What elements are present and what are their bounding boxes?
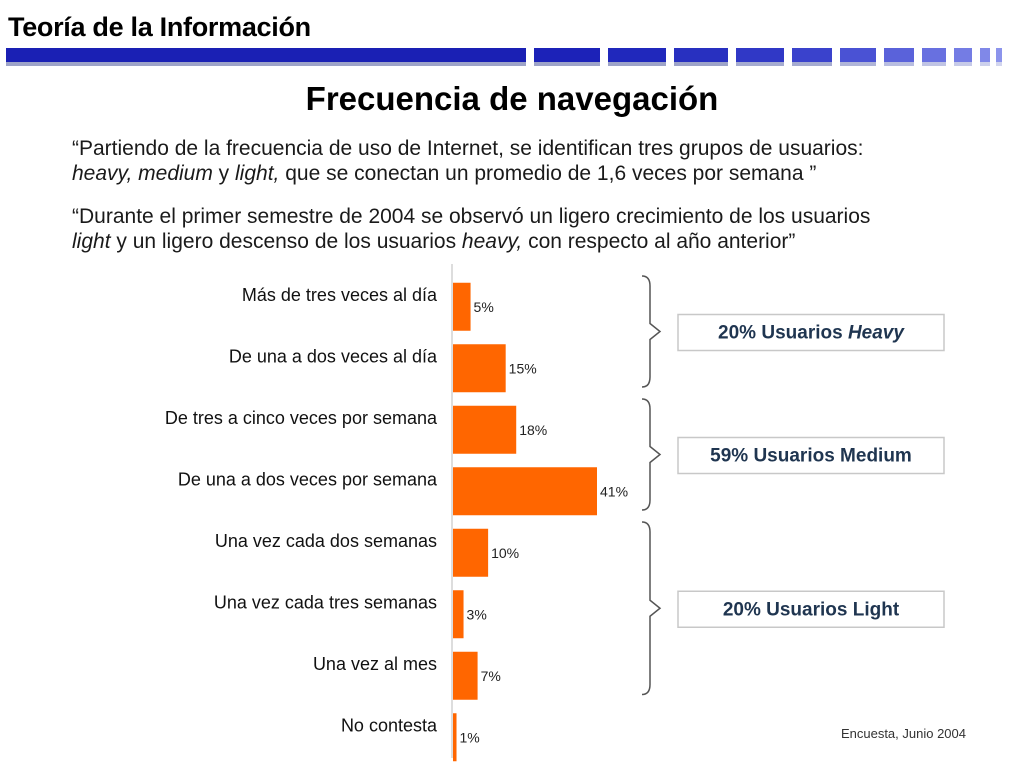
- category-label-4: De una a dos veces por semana: [178, 469, 438, 489]
- header-bar-seg: [608, 48, 666, 62]
- quote-paragraph-1: “Partiendo de la frecuencia de uso de In…: [72, 136, 972, 186]
- source-note: Encuesta, Junio 2004: [841, 726, 966, 741]
- group-bracket-1: [641, 275, 662, 388]
- value-label-8: 1%: [460, 729, 480, 745]
- header-bar-seg: [674, 48, 728, 62]
- category-label-7: Una vez al mes: [313, 654, 437, 674]
- category-label-5: Una vez cada dos semanas: [215, 531, 437, 551]
- value-label-4: 41%: [600, 483, 628, 499]
- quote-2-line-2: light y un ligero descenso de los usuari…: [72, 229, 972, 254]
- value-label-6: 3%: [467, 606, 487, 622]
- quote-1-line-2: heavy, medium y light, que se conectan u…: [72, 161, 972, 186]
- group-label-1-part-2: Heavy: [848, 323, 905, 344]
- bar-2: [453, 344, 506, 393]
- group-label-1: 20% Usuarios Heavy: [718, 323, 905, 344]
- category-label-2: De una a dos veces al día: [229, 346, 438, 366]
- group-box-2: [677, 436, 945, 475]
- category-label-3: De tres a cinco veces por semana: [165, 408, 438, 428]
- quote-1-italic-b: light,: [235, 162, 280, 185]
- bar-6: [453, 590, 464, 639]
- value-label-3: 18%: [519, 422, 547, 438]
- header-bar-seg: [980, 48, 990, 62]
- group-label-3: 20% Usuarios Light: [723, 599, 900, 620]
- quote-1-italic-a: heavy, medium: [72, 162, 213, 185]
- group-bracket-2: [641, 398, 662, 511]
- header-bar-main: [6, 48, 526, 62]
- bar-4: [453, 467, 597, 516]
- value-label-5: 10%: [491, 545, 519, 561]
- bar-1: [453, 282, 471, 331]
- bar-7: [453, 651, 478, 700]
- category-label-6: Una vez cada tres semanas: [214, 592, 437, 612]
- header-title: Teoría de la Información: [8, 12, 311, 42]
- header-bar-seg: [792, 48, 832, 62]
- group-box-1: [677, 313, 945, 352]
- value-label-1: 5%: [474, 299, 494, 315]
- value-label-2: 15%: [509, 360, 537, 376]
- bar-3: [453, 405, 517, 454]
- header-bar-seg: [884, 48, 914, 62]
- group-label-3-part-1: 20% Usuarios Light: [723, 599, 900, 620]
- quote-2-plain-a: y un ligero descenso de los usuarios: [110, 230, 462, 253]
- bar-5: [453, 528, 489, 577]
- category-label-8: No contesta: [341, 715, 438, 735]
- quote-1-plain-a: y: [212, 162, 236, 185]
- header-bar-seg: [996, 48, 1002, 62]
- header-decorative-bar: [6, 48, 1002, 66]
- group-label-2: 59% Usuarios Medium: [710, 446, 912, 467]
- header-bar-seg: [922, 48, 946, 62]
- header-bar-seg: [840, 48, 876, 62]
- group-label-1-part-1: 20% Usuarios: [718, 323, 848, 344]
- quote-paragraph-2: “Durante el primer semestre de 2004 se o…: [72, 204, 972, 254]
- header-bar-seg: [534, 48, 600, 62]
- quote-1-plain-b: que se conectan un promedio de 1,6 veces…: [279, 162, 817, 185]
- value-label-7: 7%: [481, 668, 501, 684]
- group-bracket-3: [641, 521, 662, 696]
- quote-2-italic-a: light: [72, 230, 111, 253]
- quote-2-italic-b: heavy,: [461, 230, 523, 253]
- header-bar-shadow: [6, 62, 526, 66]
- header-bar-seg: [736, 48, 784, 62]
- bar-8: [453, 713, 457, 762]
- group-label-2-part-1: 59% Usuarios Medium: [710, 446, 912, 467]
- group-box-3: [677, 590, 945, 628]
- quote-2-line-1: “Durante el primer semestre de 2004 se o…: [72, 205, 871, 228]
- slide-title: Frecuencia de navegación: [305, 80, 719, 117]
- quote-1-line-1: “Partiendo de la frecuencia de uso de In…: [72, 137, 864, 160]
- quote-2-plain-b: con respecto al año anterior”: [522, 230, 796, 253]
- category-label-1: Más de tres veces al día: [242, 285, 438, 305]
- header-bar-seg: [954, 48, 972, 62]
